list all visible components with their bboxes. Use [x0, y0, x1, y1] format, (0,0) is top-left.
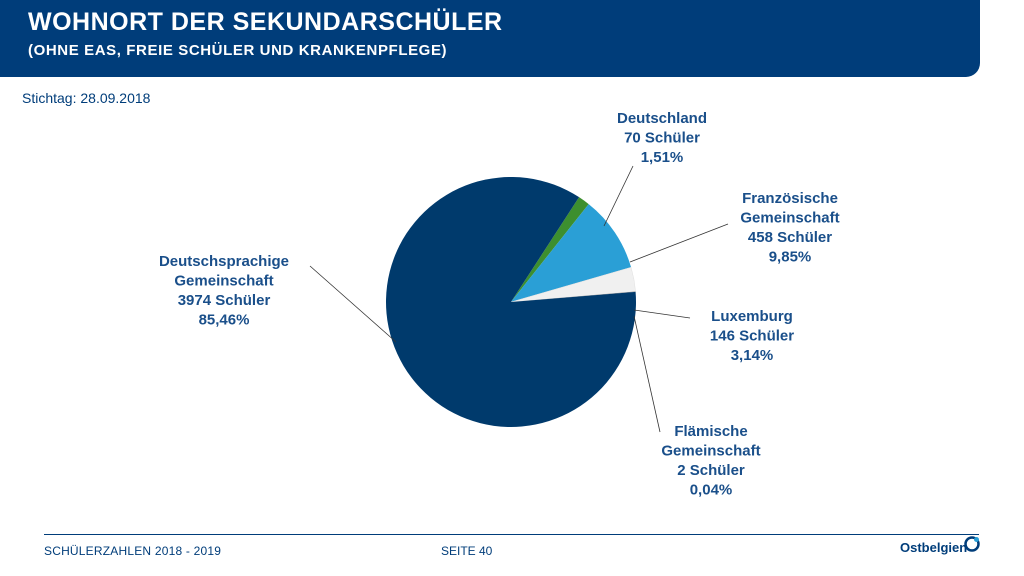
reference-date: Stichtag: 28.09.2018 — [22, 90, 151, 106]
data-label-line: 1,51% — [641, 149, 684, 166]
pie-slice-franzoesische — [511, 204, 632, 302]
data-label-line: 85,46% — [199, 312, 250, 329]
pie-slice-deutschsprachige — [385, 177, 636, 427]
page-title: WOHNORT DER SEKUNDARSCHÜLER — [28, 8, 503, 36]
footer-divider — [44, 534, 979, 535]
pie-slice-luxemburg — [510, 266, 636, 303]
data-label-line: 146 Schüler — [710, 328, 794, 345]
data-label-luxemburg: Luxemburg 146 Schüler 3,14% — [710, 308, 794, 364]
leader-line-franzoesische — [629, 223, 729, 263]
data-label-line: 0,04% — [690, 482, 733, 499]
data-label-flaemische: Flämische Gemeinschaft 2 Schüler 0,04% — [661, 423, 760, 499]
data-label-line: Französische — [742, 190, 838, 207]
data-label-line: Flämische — [674, 423, 747, 440]
page-subtitle: (OHNE EAS, FREIE SCHÜLER UND KRANKENPFLE… — [28, 42, 448, 59]
data-label-line: Gemeinschaft — [740, 210, 839, 227]
data-label-line: Deutschland — [617, 110, 707, 127]
data-label-line: Gemeinschaft — [174, 273, 273, 290]
leader-line-luxemburg — [633, 309, 691, 319]
data-label-deutschsprachige: Deutschsprachige Gemeinschaft 3974 Schüler… — [159, 253, 289, 329]
page-number: SEITE 40 — [441, 544, 493, 558]
logo-icon — [964, 536, 980, 552]
pie-slice-flaemische — [511, 291, 636, 302]
data-label-line: 70 Schüler — [624, 130, 700, 147]
data-label-line: 3974 Schüler — [178, 292, 271, 309]
leader-line-deutschsprachige — [309, 265, 397, 343]
data-label-line: 3,14% — [731, 347, 774, 364]
brand-logo: Ostbelgien — [900, 540, 968, 555]
leader-line-flaemische — [633, 315, 661, 433]
data-label-line: Deutschsprachige — [159, 253, 289, 270]
data-label-line: Luxemburg — [711, 308, 793, 325]
data-label-line: 9,85% — [769, 249, 812, 266]
data-label-line: 458 Schüler — [748, 229, 832, 246]
data-label-deutschland: Deutschland 70 Schüler 1,51% — [617, 110, 707, 166]
pie-slice-deutschland — [511, 197, 589, 302]
footer-title: SCHÜLERZAHLEN 2018 - 2019 — [44, 544, 222, 558]
leader-line-deutschland — [603, 165, 634, 227]
data-label-line: Gemeinschaft — [661, 443, 760, 460]
data-label-franzoesische: Französische Gemeinschaft 458 Schüler 9,85% — [740, 190, 839, 266]
data-label-line: 2 Schüler — [677, 462, 745, 479]
header-banner: WOHNORT DER SEKUNDARSCHÜLER (OHNE EAS, F… — [0, 0, 980, 77]
